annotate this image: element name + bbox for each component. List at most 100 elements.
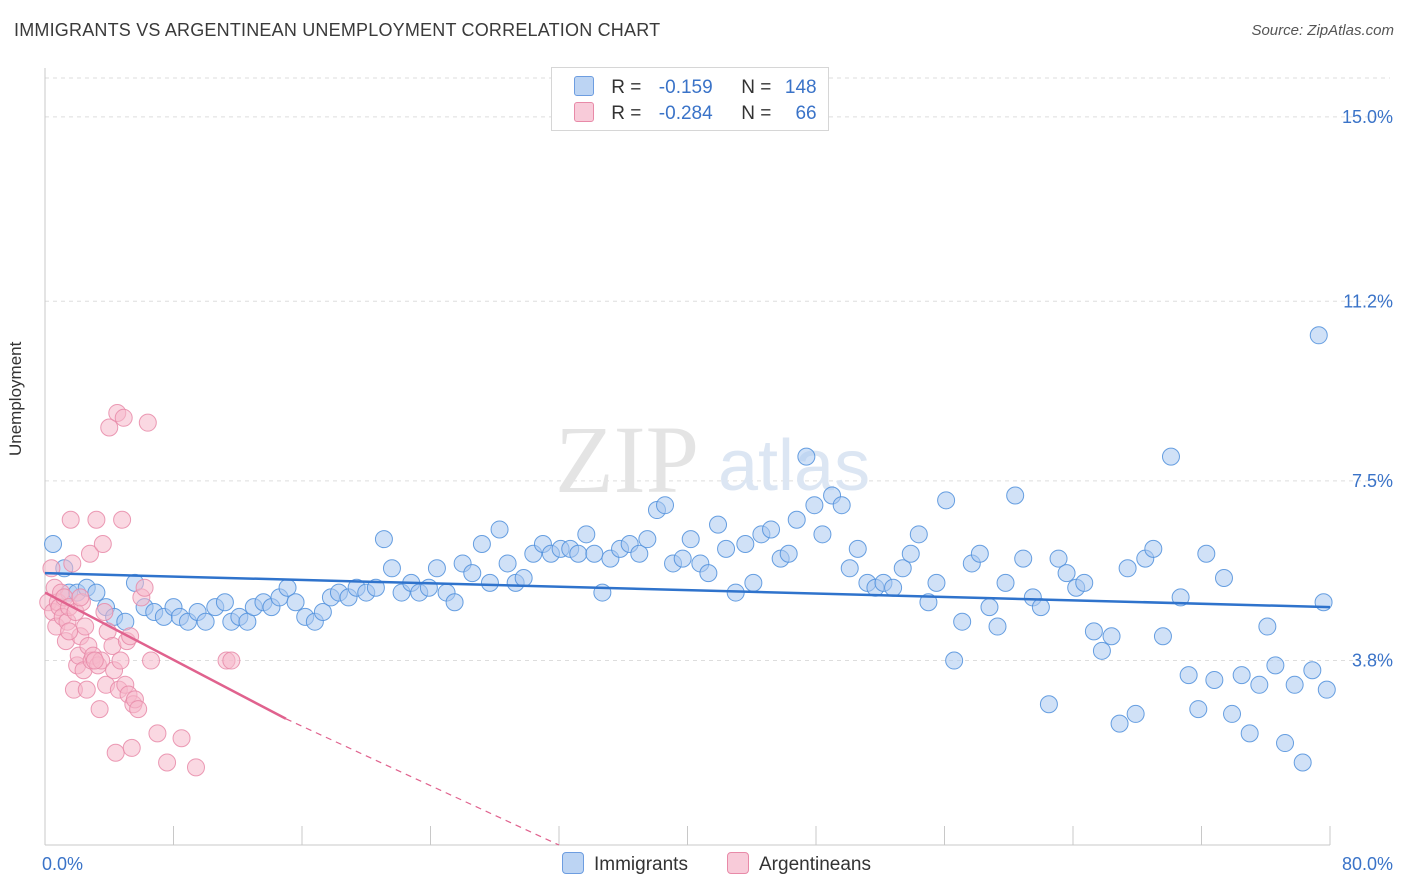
immigrants-point xyxy=(681,530,700,549)
argentineans-point xyxy=(76,617,95,636)
immigrants-point xyxy=(569,544,588,563)
immigrants-point xyxy=(840,559,859,578)
immigrants-point xyxy=(1240,724,1259,743)
argentineans-point xyxy=(158,753,177,772)
immigrants-point xyxy=(893,559,912,578)
immigrants-point xyxy=(286,593,305,612)
immigrants-point xyxy=(638,530,657,549)
legend-r-label: R = xyxy=(611,77,642,98)
immigrants-point xyxy=(787,510,806,529)
immigrants-point xyxy=(1223,704,1242,723)
immigrants-point xyxy=(797,447,816,466)
argentineans-point xyxy=(80,544,99,563)
argentineans-point xyxy=(111,651,130,670)
argentineans-point xyxy=(142,651,161,670)
argentineans-point xyxy=(63,554,82,573)
immigrants-point xyxy=(1258,617,1277,636)
x-tick-label-max: 80.0% xyxy=(1342,854,1393,874)
argentineans-point xyxy=(100,418,119,437)
immigrants-point xyxy=(480,573,499,592)
immigrants-point xyxy=(585,544,604,563)
correlation-legend: R = -0.159 N = 148 R = -0.284 N = 66 xyxy=(551,67,829,131)
immigrants-point xyxy=(215,593,234,612)
immigrants-point xyxy=(1014,549,1033,568)
immigrants-point xyxy=(1075,573,1094,592)
immigrants-point xyxy=(1197,544,1216,563)
immigrants-point xyxy=(419,578,438,597)
immigrants-point xyxy=(1126,704,1145,723)
immigrants-point xyxy=(884,578,903,597)
immigrants-point xyxy=(1189,700,1208,719)
legend-n-label: N = xyxy=(741,77,772,98)
argentineans-point xyxy=(129,700,148,719)
chart-source: Source: ZipAtlas.com xyxy=(1251,22,1394,39)
argentineans-point xyxy=(148,724,167,743)
argentineans-point xyxy=(222,651,241,670)
immigrants-points xyxy=(44,326,1336,772)
immigrants-point xyxy=(848,539,867,558)
immigrants-point xyxy=(1285,675,1304,694)
immigrants-point xyxy=(1205,670,1224,689)
immigrants-point xyxy=(1232,666,1251,685)
legend-r-value: -0.159 xyxy=(658,77,713,98)
axes xyxy=(44,68,1331,846)
immigrants-point xyxy=(1153,627,1172,646)
immigrants-point xyxy=(44,535,63,554)
immigrants-point xyxy=(472,535,491,554)
immigrants-point xyxy=(313,602,332,621)
bottom-legend-argentineans: Argentineans xyxy=(727,852,871,876)
argentineans-point xyxy=(61,510,80,529)
immigrants-point xyxy=(196,612,215,631)
immigrants-point xyxy=(1144,539,1163,558)
immigrants-point xyxy=(1102,627,1121,646)
immigrants-point xyxy=(980,598,999,617)
argentineans-point xyxy=(87,510,106,529)
immigrants-point xyxy=(927,573,946,592)
argentineans-point xyxy=(114,408,133,427)
argentineans-point xyxy=(106,743,125,762)
argentineans-trend-line xyxy=(44,591,287,720)
immigrants-point xyxy=(970,544,989,563)
immigrants-point xyxy=(736,535,755,554)
immigrants-point xyxy=(953,612,972,631)
argentineans-points xyxy=(39,403,241,777)
legend-row-argentineans: R = -0.284 N = 66 xyxy=(574,102,817,126)
immigrants-point xyxy=(445,593,464,612)
immigrants-point xyxy=(1110,714,1129,733)
bottom-legend-swatch-pink xyxy=(727,852,749,874)
bottom-legend-swatch-blue xyxy=(562,852,584,874)
y-tick-label: 11.2% xyxy=(1343,291,1393,311)
y-tick-label: 3.8% xyxy=(1352,651,1393,671)
y-tick-label: 7.5% xyxy=(1352,471,1393,491)
immigrants-point xyxy=(1317,680,1336,699)
immigrants-point xyxy=(996,573,1015,592)
immigrants-point xyxy=(945,651,964,670)
immigrants-point xyxy=(498,554,517,573)
immigrants-point xyxy=(1118,559,1137,578)
legend-n-value: 66 xyxy=(795,103,817,124)
legend-n-label: N = xyxy=(741,103,772,124)
immigrants-point xyxy=(699,564,718,583)
argentineans-point xyxy=(135,578,154,597)
immigrants-point xyxy=(901,544,920,563)
immigrants-point xyxy=(937,491,956,510)
immigrants-point xyxy=(1250,675,1269,694)
immigrants-point xyxy=(1049,549,1068,568)
bottom-legend-label: Immigrants xyxy=(594,854,688,875)
immigrants-point xyxy=(1031,598,1050,617)
watermark: ZIP atlas xyxy=(555,406,870,513)
immigrants-point xyxy=(656,496,675,515)
immigrants-point xyxy=(1309,326,1328,345)
immigrants-point xyxy=(1057,564,1076,583)
immigrants-point xyxy=(1092,641,1111,660)
argentineans-point xyxy=(77,680,96,699)
legend-r-value: -0.284 xyxy=(658,103,713,124)
argentineans-point xyxy=(138,413,157,432)
immigrants-point xyxy=(374,530,393,549)
legend-swatch-pink xyxy=(574,102,594,122)
immigrants-point xyxy=(1179,666,1198,685)
argentineans-point xyxy=(172,729,191,748)
y-tick-label: 15.0% xyxy=(1342,107,1393,127)
immigrants-point xyxy=(1161,447,1180,466)
